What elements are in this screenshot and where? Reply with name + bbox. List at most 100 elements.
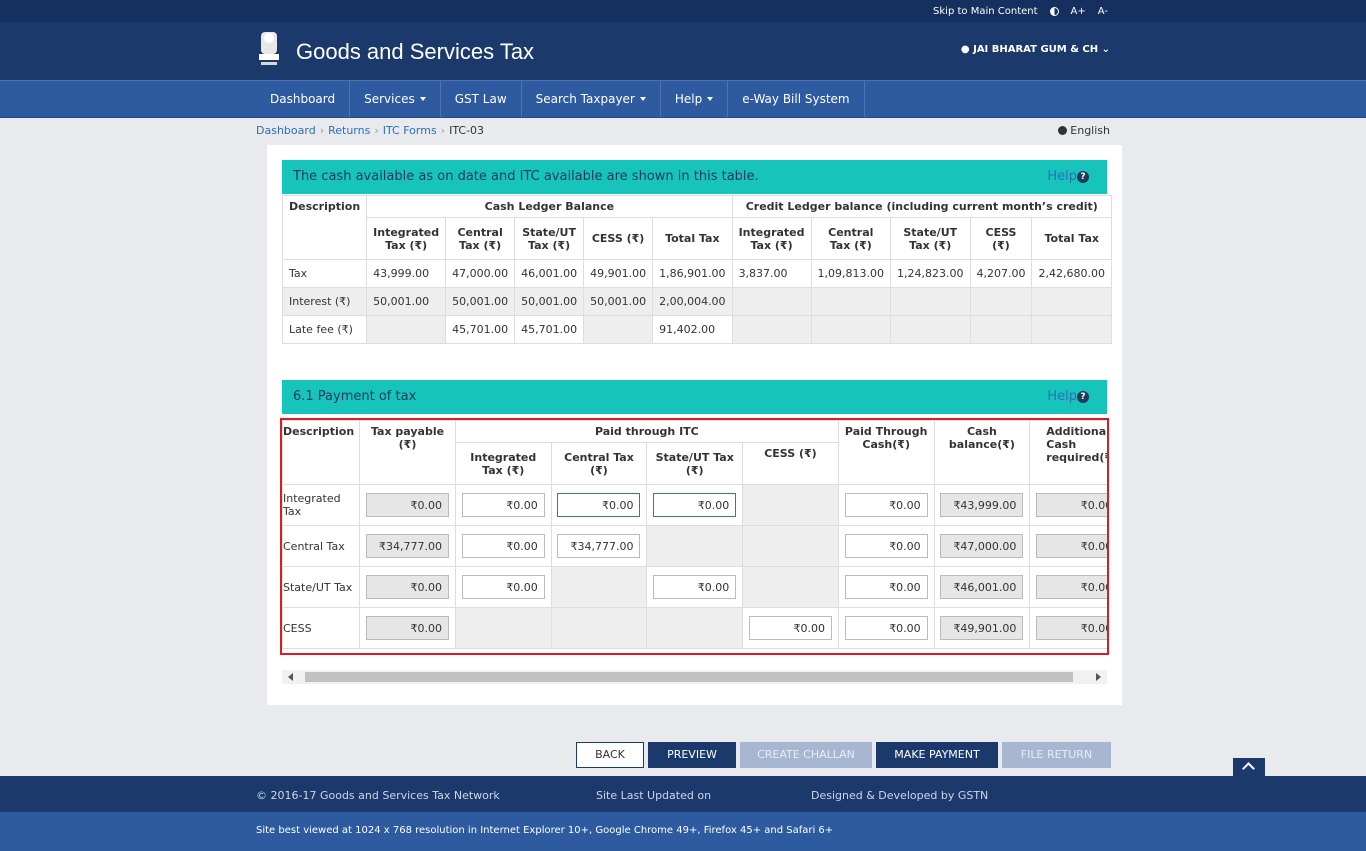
col-group-credit: Credit Ledger balance (including current… — [731, 195, 1112, 218]
additional-cash-field: ₹0.00 — [1036, 534, 1107, 558]
itc-central-input[interactable]: ₹0.00 — [557, 493, 641, 517]
table-row: Tax 43,999.00 47,000.00 46,001.00 49,901… — [281, 259, 1112, 288]
itc-cess-input[interactable]: ₹0.00 — [748, 616, 832, 640]
top-strip: Skip to Main Content A+ A- — [0, 0, 1366, 22]
paid-cash-input[interactable]: ₹0.00 — [844, 575, 928, 599]
help-link[interactable]: Help — [1047, 389, 1077, 404]
col-itc-integrated: Integrated Tax (₹) — [454, 442, 552, 485]
section-title: 6.1 Payment of tax — [293, 389, 417, 404]
nav-dashboard[interactable]: Dashboard — [256, 81, 351, 117]
user-menu[interactable]: ● JAI BHARAT GUM & CH ⌄ — [961, 44, 1110, 55]
col-itc-state: State/UT Tax (₹) — [646, 442, 744, 485]
breadcrumb-dashboard[interactable]: Dashboard — [256, 124, 316, 137]
paid-cash-input[interactable]: ₹0.00 — [844, 493, 928, 517]
language-selector[interactable]: English — [1058, 124, 1110, 137]
itc-central-input[interactable]: ₹34,777.00 — [557, 534, 641, 558]
main-nav: Dashboard Services GST Law Search Taxpay… — [0, 80, 1366, 118]
breadcrumb-itc-forms[interactable]: ITC Forms — [382, 124, 437, 137]
itc-integrated-input[interactable]: ₹0.00 — [461, 493, 545, 517]
col-header: CESS (₹) — [969, 217, 1033, 260]
browser-note: Site best viewed at 1024 x 768 resolutio… — [256, 825, 834, 836]
col-tax-payable: Tax payable (₹) — [359, 420, 456, 485]
back-button[interactable]: BACK — [576, 742, 644, 768]
nav-gst-law[interactable]: GST Law — [441, 81, 522, 117]
caret-icon — [707, 97, 714, 101]
help-icon[interactable]: ? — [1077, 391, 1089, 403]
help-icon[interactable]: ? — [1077, 171, 1089, 183]
section-header-balance: The cash available as on date and ITC av… — [282, 160, 1107, 194]
section-title: The cash available as on date and ITC av… — [293, 169, 759, 184]
col-paid-cash: Paid Through Cash(₹) — [837, 420, 935, 485]
font-decrease[interactable]: A- — [1097, 5, 1108, 17]
tax-payable-field: ₹0.00 — [366, 493, 450, 517]
col-header: Central Tax (₹) — [445, 217, 516, 260]
site-title[interactable]: Goods and Services Tax — [296, 39, 535, 64]
cash-balance-field: ₹47,000.00 — [940, 534, 1024, 558]
footer-designed: Designed & Developed by GSTN — [811, 789, 989, 802]
footer-copyright: © 2016-17 Goods and Services Tax Network — [256, 789, 500, 802]
col-group-paid-itc: Paid through ITC — [454, 420, 839, 443]
chevron-down-icon: ⌄ — [1098, 44, 1110, 55]
nav-help[interactable]: Help — [661, 81, 729, 117]
make-payment-button[interactable]: MAKE PAYMENT — [876, 742, 998, 768]
itc-state-input[interactable]: ₹0.00 — [653, 493, 737, 517]
nav-search-taxpayer[interactable]: Search Taxpayer — [522, 81, 661, 117]
footer: © 2016-17 Goods and Services Tax Network… — [0, 776, 1366, 812]
table-row: CESS ₹0.00 ₹0.00 ₹0.00 ₹49,901.00 ₹0.00 — [282, 607, 1107, 649]
col-additional-cash: Additional Cash required(₹) — [1029, 420, 1107, 485]
breadcrumb-returns[interactable]: Returns — [328, 124, 371, 137]
payment-table-container: Description Tax payable (₹) Paid through… — [280, 418, 1109, 655]
scrollbar-thumb[interactable] — [305, 672, 1073, 682]
breadcrumb-separator: › — [374, 124, 379, 137]
emblem-logo-icon — [259, 32, 279, 65]
scroll-left-icon[interactable] — [288, 673, 293, 681]
additional-cash-field: ₹0.00 — [1036, 616, 1107, 640]
itc-integrated-input[interactable]: ₹0.00 — [461, 534, 545, 558]
payment-table: Description Tax payable (₹) Paid through… — [282, 420, 1107, 649]
col-itc-cess: CESS (₹) — [742, 442, 839, 485]
col-itc-central: Central Tax (₹) — [550, 442, 648, 485]
paid-cash-input[interactable]: ₹0.00 — [844, 616, 928, 640]
breadcrumb-current: ITC-03 — [449, 124, 485, 137]
content-panel: The cash available as on date and ITC av… — [267, 145, 1122, 705]
font-increase[interactable]: A+ — [1070, 5, 1086, 17]
col-description: Description — [281, 195, 368, 260]
tax-payable-field: ₹0.00 — [366, 575, 450, 599]
col-header: Total Tax — [1031, 217, 1112, 260]
section-header-payment: 6.1 Payment of tax Help ? — [282, 380, 1107, 414]
breadcrumb-separator: › — [319, 124, 325, 137]
user-name: JAI BHARAT GUM & CH — [973, 44, 1099, 55]
nav-eway-bill[interactable]: e-Way Bill System — [728, 81, 865, 117]
cash-balance-field: ₹43,999.00 — [940, 493, 1024, 517]
breadcrumb: Dashboard › Returns › ITC Forms › ITC-03 — [256, 124, 484, 137]
nav-services[interactable]: Services — [350, 81, 441, 117]
scroll-to-top-button[interactable] — [1233, 758, 1265, 776]
col-header: Integrated Tax (₹) — [731, 217, 812, 260]
col-description: Description — [282, 420, 361, 485]
preview-button[interactable]: PREVIEW — [648, 742, 736, 768]
contrast-icon[interactable] — [1049, 6, 1059, 16]
caret-icon — [419, 97, 426, 101]
user-icon: ● — [960, 44, 974, 55]
table-row: Late fee (₹) 45,701.00 45,701.00 91,402.… — [281, 315, 1112, 344]
horizontal-scrollbar[interactable] — [282, 670, 1107, 684]
itc-state-input[interactable]: ₹0.00 — [653, 575, 737, 599]
col-group-cash: Cash Ledger Balance — [366, 195, 733, 218]
col-header: Integrated Tax (₹) — [366, 217, 447, 260]
paid-cash-input[interactable]: ₹0.00 — [844, 534, 928, 558]
col-header: Central Tax (₹) — [810, 217, 892, 260]
itc-integrated-input[interactable]: ₹0.00 — [461, 575, 545, 599]
skip-link[interactable]: Skip to Main Content — [933, 5, 1038, 17]
col-cash-balance: Cash balance(₹) — [933, 420, 1031, 485]
col-header: CESS (₹) — [583, 217, 654, 260]
help-link[interactable]: Help — [1047, 169, 1077, 184]
caret-icon — [639, 97, 646, 101]
breadcrumb-separator: › — [440, 124, 446, 137]
scroll-right-icon[interactable] — [1096, 673, 1101, 681]
table-row: Central Tax ₹34,777.00 ₹0.00 ₹34,777.00 … — [282, 525, 1107, 567]
balance-table: Description Cash Ledger Balance Credit L… — [281, 195, 1112, 344]
file-return-button[interactable]: FILE RETURN — [1002, 742, 1111, 768]
col-header: Total Tax — [652, 217, 733, 260]
cash-balance-field: ₹49,901.00 — [940, 616, 1024, 640]
create-challan-button[interactable]: CREATE CHALLAN — [740, 742, 872, 768]
